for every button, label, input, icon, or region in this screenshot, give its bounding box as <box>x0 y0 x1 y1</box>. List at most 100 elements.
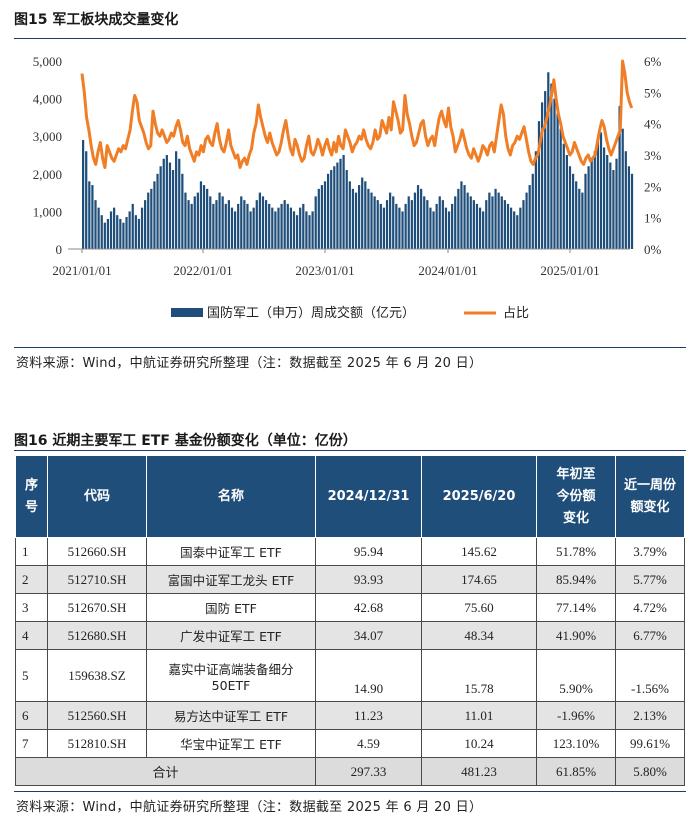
volume-bar <box>525 192 528 249</box>
volume-bar <box>144 200 147 249</box>
cell-code: 512560.SH <box>47 701 147 730</box>
cell-date-1: 34.07 <box>315 621 422 650</box>
cell-week-change: 99.61% <box>615 729 685 758</box>
header-index: 序号 <box>15 455 48 538</box>
volume-bar <box>565 155 569 249</box>
volume-bar <box>482 211 485 249</box>
volume-bar <box>165 155 168 249</box>
volume-bar <box>550 83 553 249</box>
volume-bar <box>299 207 302 249</box>
volume-bar <box>556 113 559 249</box>
volume-bar <box>206 188 209 249</box>
volume-bar <box>354 192 358 249</box>
cell-date-1: 11.23 <box>315 701 422 730</box>
right-axis-ticks: 0% 1% 2% 3% 4% 5% 6% <box>644 54 662 257</box>
volume-bar <box>218 192 221 249</box>
volume-bar <box>423 196 426 249</box>
volume-bar <box>438 196 441 249</box>
volume-bar <box>599 132 603 249</box>
volume-bar <box>196 192 199 249</box>
volume-bar <box>398 207 401 249</box>
volume-bar <box>519 207 522 249</box>
right-tick-label: 1% <box>644 211 662 226</box>
volume-bar <box>584 173 587 249</box>
volume-bar <box>621 128 624 249</box>
volume-bar <box>140 207 144 249</box>
cell-ytd-change: 51.78% <box>536 537 616 566</box>
volume-bar <box>264 200 268 249</box>
volume-bar <box>305 211 308 249</box>
left-tick-label: 0 <box>56 242 63 257</box>
cell-code: 159638.SZ <box>47 649 147 702</box>
volume-bar <box>472 200 475 249</box>
cell-index: 5 <box>15 649 48 702</box>
legend-bar-swatch <box>171 308 203 317</box>
volume-bar <box>612 170 615 249</box>
cell-week-change: 4.72% <box>615 593 685 622</box>
bar-series <box>82 72 634 250</box>
volume-bar <box>571 173 575 249</box>
right-tick-label: 6% <box>644 54 662 69</box>
table-header-row: 序号 代码 名称 2024/12/31 2025/6/20 年初至 今份额 变化 近… <box>15 455 685 538</box>
legend-bar-label: 国防军工（申万）周成交额（亿元） <box>207 305 415 321</box>
volume-bar <box>469 196 472 249</box>
volume-bar <box>602 147 606 249</box>
volume-bar <box>494 188 497 249</box>
volume-bar <box>277 207 280 249</box>
volume-bar <box>537 121 541 249</box>
volume-bar <box>624 151 627 249</box>
volume-bar <box>379 203 382 249</box>
volume-bar <box>113 207 116 249</box>
volume-bar <box>596 139 600 249</box>
volume-bar <box>314 196 317 249</box>
volume-bar <box>575 181 578 249</box>
volume-bar <box>581 192 584 249</box>
volume-bar <box>94 200 97 249</box>
volume-bar <box>184 192 187 249</box>
volume-bar <box>547 72 550 249</box>
volume-bar <box>106 218 110 249</box>
volume-bar <box>426 200 429 249</box>
volume-bar <box>407 196 410 249</box>
cell-name: 易方达中证军工 ETF <box>146 701 316 730</box>
volume-bar <box>122 222 125 249</box>
volume-bar <box>587 166 590 249</box>
volume-bar <box>367 188 370 249</box>
cell-week-change: 2.13% <box>615 701 685 730</box>
volume-bar <box>382 207 386 249</box>
volume-bar <box>252 207 255 249</box>
volume-bar <box>261 196 265 249</box>
source-rule-2 <box>14 791 686 792</box>
volume-bar <box>364 181 367 249</box>
volume-bar <box>258 192 261 249</box>
left-tick-label: 4,000 <box>33 92 62 107</box>
cell-date-2: 174.65 <box>421 565 537 594</box>
cell-week-change: 5.77% <box>615 565 685 594</box>
volume-bar <box>478 207 482 249</box>
volume-bar <box>540 102 544 249</box>
figure-16-source: 资料来源：Wind，中航证券研究所整理（注：数据截至 2025 年 6 月 20… <box>16 800 483 815</box>
volume-bar <box>137 218 141 249</box>
volume-bar <box>224 203 227 249</box>
volume-bar <box>82 139 85 249</box>
header-date-2: 2025/6/20 <box>421 455 537 538</box>
cell-code: 512680.SH <box>47 621 147 650</box>
volume-bar <box>215 200 218 249</box>
volume-bar <box>413 192 417 249</box>
table-row: 4 512680.SH 广发中证军工 ETF 34.07 48.34 41.90% 6.77… <box>15 621 685 650</box>
volume-bar <box>522 200 525 249</box>
cell-date-2: 145.62 <box>421 537 537 566</box>
header-date-1: 2024/12/31 <box>315 455 422 538</box>
volume-bar <box>336 162 339 249</box>
volume-bar <box>410 200 413 249</box>
volume-bar <box>88 181 91 249</box>
volume-bar <box>212 203 215 249</box>
volume-bar <box>389 192 392 249</box>
volume-bar <box>509 207 513 249</box>
volume-bar <box>134 215 137 249</box>
right-tick-label: 5% <box>644 85 662 100</box>
cell-name: 嘉实中证高端装备细分 50ETF <box>146 649 316 702</box>
right-tick-label: 2% <box>644 179 662 194</box>
cell-ytd-change: -1.96% <box>536 701 616 730</box>
volume-bar <box>326 173 330 249</box>
